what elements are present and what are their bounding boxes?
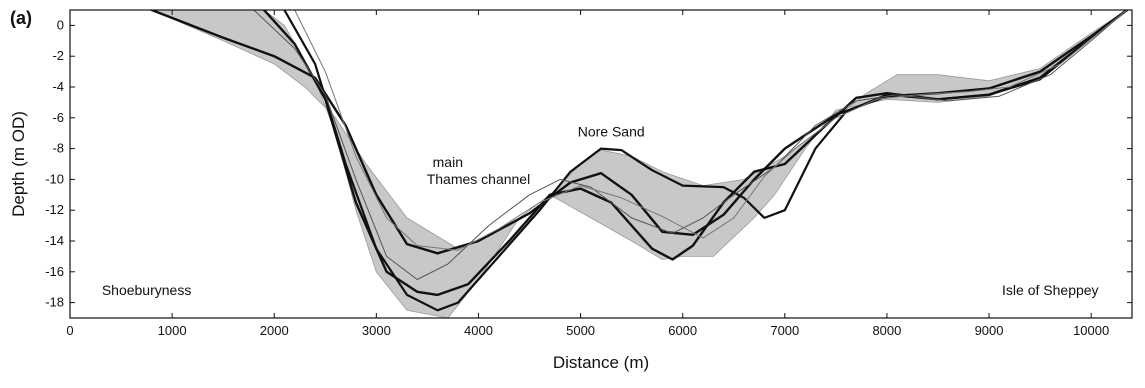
y-axis-label: Depth (m OD) <box>9 111 28 217</box>
y-tick-label: -4 <box>52 79 64 94</box>
x-tick-label: 8000 <box>872 323 901 338</box>
y-tick-label: -10 <box>45 171 64 186</box>
annotation: Nore Sand <box>578 123 645 139</box>
x-tick-label: 6000 <box>668 323 697 338</box>
plot-frame <box>69 9 1133 319</box>
y-tick-label: -2 <box>52 48 64 63</box>
panel-label: (a) <box>10 8 32 28</box>
y-tick-label: -18 <box>45 295 64 310</box>
y-tick-label: -6 <box>52 110 64 125</box>
profile-line-5 <box>294 10 1128 251</box>
x-tick-label: 1000 <box>158 323 187 338</box>
x-axis-label: Distance (m) <box>553 353 649 372</box>
x-tick-label: 10000 <box>1073 323 1109 338</box>
x-tick-label: 4000 <box>464 323 493 338</box>
profile-line-4 <box>253 10 1128 280</box>
y-tick-label: -8 <box>52 141 64 156</box>
x-tick-label: 7000 <box>770 323 799 338</box>
y-tick-label: -16 <box>45 264 64 279</box>
y-tick-label: -12 <box>45 202 64 217</box>
annotation: Thames channel <box>427 171 531 187</box>
envelope-band <box>151 10 1128 318</box>
x-tick-label: 3000 <box>362 323 391 338</box>
annotation: main <box>433 154 463 170</box>
annotation: Isle of Sheppey <box>1002 282 1099 298</box>
annotation: Shoeburyness <box>102 282 192 298</box>
x-tick-label: 9000 <box>975 323 1004 338</box>
x-tick-label: 5000 <box>566 323 595 338</box>
y-tick-label: -14 <box>45 233 64 248</box>
x-tick-label: 2000 <box>260 323 289 338</box>
x-tick-label: 0 <box>66 323 73 338</box>
y-tick-label: 0 <box>57 17 64 32</box>
